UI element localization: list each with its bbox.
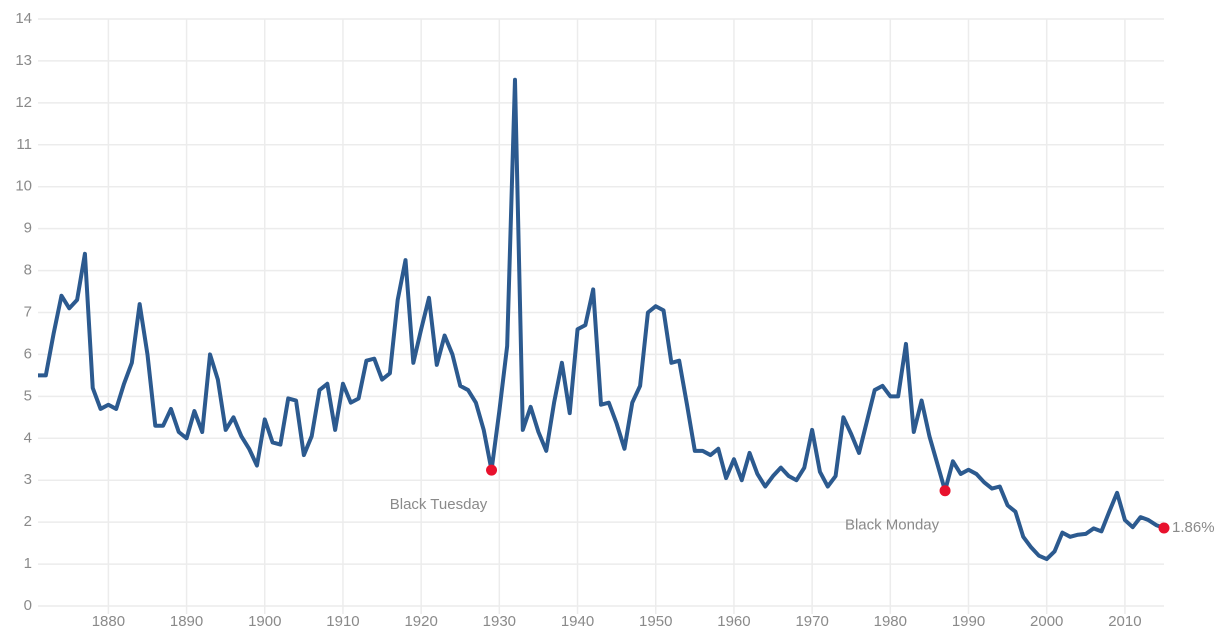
- data-line: [38, 77, 1165, 562]
- y-tick-label: 12: [15, 94, 32, 111]
- x-tick-label: 1920: [404, 613, 437, 630]
- x-tick-label: 1950: [639, 613, 672, 630]
- x-tick-label: 1930: [483, 613, 516, 630]
- y-tick-label: 1: [24, 555, 32, 572]
- y-tick-label: 14: [15, 10, 32, 27]
- x-tick-label: 1970: [795, 613, 828, 630]
- y-tick-label: 11: [16, 136, 32, 153]
- x-tick-label: 1900: [248, 613, 281, 630]
- x-tick-label: 1960: [717, 613, 750, 630]
- annotation-label: Black Tuesday: [390, 496, 488, 513]
- x-tick-label: 1910: [326, 613, 359, 630]
- x-tick-label: 1940: [561, 613, 594, 630]
- y-tick-label: 3: [24, 471, 32, 488]
- annotation-dot: [939, 485, 951, 497]
- y-tick-label: 8: [24, 262, 32, 279]
- y-tick-label: 5: [24, 387, 32, 404]
- annotation-label: Black Monday: [845, 517, 940, 534]
- x-tick-label: 1980: [874, 613, 907, 630]
- annotation-label: 1.86%: [1172, 519, 1215, 536]
- annotation-dot: [1158, 522, 1170, 534]
- x-tick-label: 1990: [952, 613, 985, 630]
- x-tick-label: 2010: [1108, 613, 1141, 630]
- y-tick-label: 10: [15, 178, 32, 195]
- x-tick-label: 1890: [170, 613, 203, 630]
- y-tick-label: 6: [24, 345, 32, 362]
- y-tick-label: 9: [24, 220, 32, 237]
- y-tick-label: 2: [24, 513, 32, 530]
- x-tick-label: 2000: [1030, 613, 1063, 630]
- annotation-dot: [486, 464, 498, 476]
- y-tick-label: 0: [24, 597, 32, 614]
- y-tick-label: 4: [24, 429, 32, 446]
- x-tick-label: 1880: [92, 613, 125, 630]
- y-tick-label: 7: [24, 303, 32, 320]
- y-tick-label: 13: [15, 52, 32, 69]
